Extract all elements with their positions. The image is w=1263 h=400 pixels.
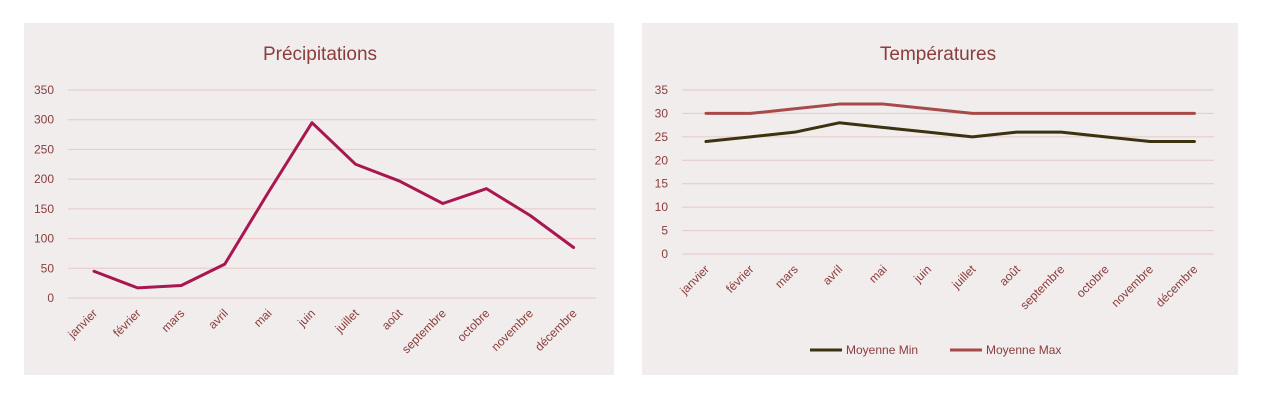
y-tick-label: 0 bbox=[47, 291, 54, 305]
x-tick-label: janvier bbox=[65, 306, 101, 342]
y-tick-label: 15 bbox=[655, 177, 669, 191]
x-tick-label: juin bbox=[294, 306, 318, 330]
y-tick-label: 200 bbox=[34, 172, 54, 186]
y-tick-label: 50 bbox=[41, 261, 55, 275]
y-tick-label: 300 bbox=[34, 113, 54, 127]
x-tick-label: mars bbox=[772, 262, 801, 291]
y-tick-label: 100 bbox=[34, 232, 54, 246]
x-tick-label: juin bbox=[910, 262, 934, 286]
y-tick-label: 10 bbox=[655, 200, 669, 214]
x-tick-label: mai bbox=[866, 262, 890, 286]
x-tick-label: décembre bbox=[532, 306, 580, 354]
x-tick-label: octobre bbox=[1074, 262, 1112, 300]
x-tick-label: janvier bbox=[677, 262, 713, 298]
x-tick-label: août bbox=[997, 262, 1024, 289]
series-lines bbox=[92, 121, 576, 290]
y-tick-label: 25 bbox=[655, 130, 669, 144]
x-tick-label: mars bbox=[159, 306, 188, 335]
x-tick-label: mai bbox=[251, 306, 275, 330]
x-tick-label: juillet bbox=[332, 306, 362, 336]
y-tick-label: 250 bbox=[34, 142, 54, 156]
y-tick-label: 350 bbox=[34, 83, 54, 97]
x-tick-label: avril bbox=[820, 262, 845, 287]
precipitation-chart: Précipitations 0 50 100 150 200 250 300 350 jan… bbox=[34, 44, 596, 356]
series-line-0 bbox=[704, 121, 1196, 144]
legend-label: Moyenne Max bbox=[986, 343, 1061, 357]
x-tick-label: avril bbox=[205, 306, 230, 331]
legend-label: Moyenne Min bbox=[846, 343, 918, 357]
x-tick-label: novembre bbox=[1108, 262, 1156, 310]
legend: Moyenne Min Moyenne Max bbox=[810, 343, 1061, 357]
x-tick-label: décembre bbox=[1153, 262, 1201, 310]
grid-lines bbox=[68, 89, 596, 299]
series-lines bbox=[704, 102, 1196, 144]
x-tick-label: août bbox=[379, 306, 406, 333]
temperature-chart-panel: Températures 0 5 10 15 20 25 30 35 janvier févri… bbox=[642, 23, 1238, 375]
x-tick-label: septembre bbox=[1017, 262, 1067, 312]
x-tick-label: février bbox=[110, 306, 143, 339]
chart-title: Précipitations bbox=[263, 44, 377, 65]
x-tick-label: février bbox=[723, 262, 756, 295]
series-line-0 bbox=[92, 121, 576, 290]
x-tick-label: novembre bbox=[488, 306, 536, 354]
y-tick-label: 0 bbox=[661, 247, 668, 261]
y-axis-ticks: 0 5 10 15 20 25 30 35 bbox=[655, 83, 669, 261]
y-axis-ticks: 0 50 100 150 200 250 300 350 bbox=[34, 83, 54, 305]
series-line-1 bbox=[704, 102, 1196, 115]
x-axis-ticks: janvier février mars avril mai juin juillet aoû… bbox=[677, 262, 1201, 312]
y-tick-label: 30 bbox=[655, 106, 669, 120]
x-axis-ticks: janvier février mars avril mai juin juillet aoû… bbox=[65, 306, 580, 356]
chart-title: Températures bbox=[880, 44, 996, 65]
x-tick-label: septembre bbox=[399, 306, 449, 356]
y-tick-label: 150 bbox=[34, 202, 54, 216]
temperature-chart: Températures 0 5 10 15 20 25 30 35 janvier févri… bbox=[655, 44, 1214, 357]
y-tick-label: 35 bbox=[655, 83, 669, 97]
y-tick-label: 20 bbox=[655, 153, 669, 167]
grid-lines bbox=[682, 89, 1214, 255]
precipitation-chart-panel: Précipitations 0 50 100 150 200 250 300 350 jan… bbox=[24, 23, 614, 375]
x-tick-label: octobre bbox=[454, 306, 492, 344]
x-tick-label: juillet bbox=[949, 262, 979, 292]
y-tick-label: 5 bbox=[661, 224, 668, 238]
